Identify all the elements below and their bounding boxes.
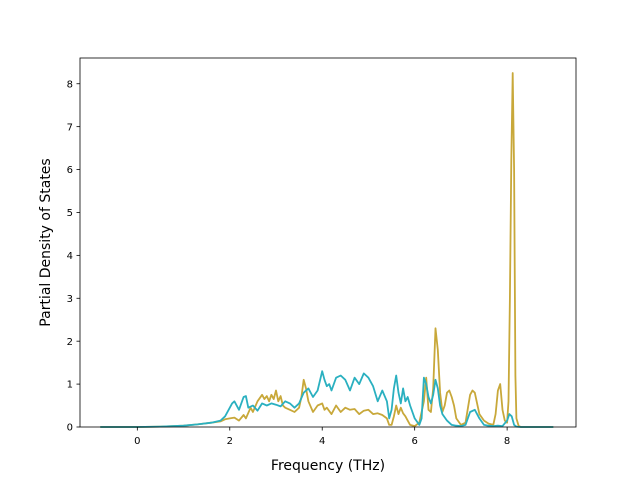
y-tick-label: 4 bbox=[67, 251, 73, 262]
y-axis-ticks: 0 1 2 3 4 5 6 7 8 bbox=[67, 79, 80, 434]
y-tick-label: 3 bbox=[67, 294, 73, 305]
y-tick-label: 1 bbox=[67, 380, 73, 391]
x-tick-label: 4 bbox=[319, 436, 325, 447]
y-tick-label: 8 bbox=[67, 79, 73, 90]
plot-frame bbox=[79, 57, 577, 428]
y-tick-label: 5 bbox=[67, 208, 73, 219]
x-axis-ticks: 0 2 4 6 8 bbox=[134, 427, 510, 447]
x-axis-label: Frequency (THz) bbox=[271, 458, 385, 474]
x-tick-label: 0 bbox=[134, 436, 140, 447]
y-tick-label: 6 bbox=[67, 165, 73, 176]
y-tick-label: 0 bbox=[67, 423, 73, 434]
series-line-1 bbox=[100, 72, 554, 428]
x-tick-label: 8 bbox=[504, 436, 510, 447]
series-layer bbox=[100, 72, 554, 428]
x-tick-label: 2 bbox=[227, 436, 233, 447]
series-line-2 bbox=[100, 370, 554, 428]
y-tick-label: 7 bbox=[67, 122, 73, 133]
x-tick-label: 6 bbox=[411, 436, 417, 447]
y-axis-label: Partial Density of States bbox=[38, 158, 54, 326]
y-tick-label: 2 bbox=[67, 337, 73, 348]
